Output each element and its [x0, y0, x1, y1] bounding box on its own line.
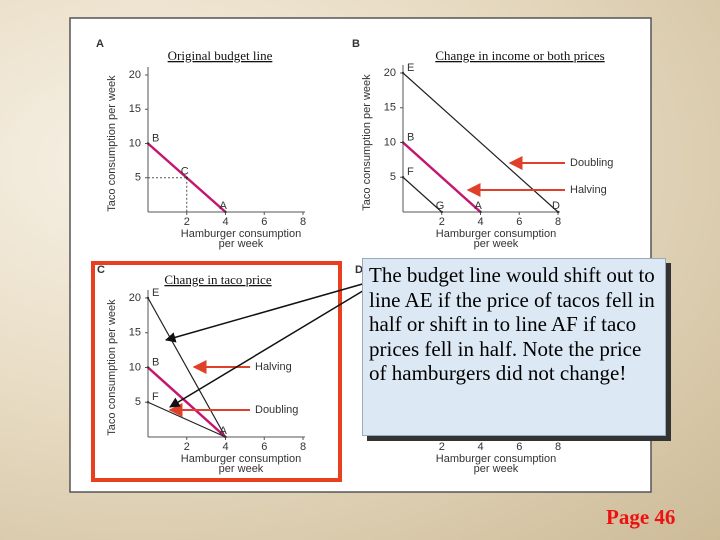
y-tick-label: 5 [390, 171, 396, 183]
point [224, 435, 227, 439]
x-tick-label: 2 [439, 441, 445, 453]
x-axis-label: Hamburger consumption [436, 228, 556, 240]
x-tick-label: 8 [300, 441, 306, 453]
point-label: F [407, 166, 414, 178]
budget-line [147, 297, 227, 438]
annotation: Doubling [255, 404, 298, 416]
budget-line [402, 141, 482, 213]
point-label: C [181, 166, 189, 178]
point [146, 296, 150, 300]
highlight-border [91, 261, 342, 482]
point [440, 210, 443, 214]
y-tick-label: 15 [384, 102, 396, 114]
annotation: Halving [570, 184, 607, 196]
point [401, 71, 405, 75]
budget-line [147, 366, 227, 438]
chart-title: Original budget line [168, 48, 273, 63]
budget-line [147, 401, 226, 438]
panel-letter: C [97, 264, 105, 276]
x-tick-label: 6 [261, 216, 267, 228]
point-label: B [152, 132, 159, 144]
point-label: G [436, 200, 445, 212]
point-label: A [220, 200, 228, 212]
point-label: D [552, 200, 560, 212]
x-axis-label: Hamburger consumption [181, 228, 301, 240]
x-tick-label: 8 [555, 216, 561, 228]
panel-letter: B [352, 38, 360, 50]
x-tick-label: 2 [439, 216, 445, 228]
point [224, 210, 227, 214]
x-tick-label: 6 [261, 441, 267, 453]
annotation: Doubling [570, 157, 613, 169]
point-label: A [220, 425, 228, 437]
callout-arrow [164, 282, 367, 343]
point [401, 176, 405, 179]
callout-arrow [169, 288, 367, 408]
x-tick-label: 2 [184, 216, 190, 228]
y-axis-label: Taco consumption per week [106, 299, 118, 436]
point [146, 366, 150, 369]
x-tick-label: 4 [222, 441, 228, 453]
budget-line [402, 176, 443, 213]
point-label: F [152, 391, 159, 403]
y-tick-label: 10 [129, 137, 141, 149]
x-tick-label: 6 [516, 216, 522, 228]
point-label: A [475, 200, 483, 212]
x-tick-label: 6 [516, 441, 522, 453]
x-tick-label: 2 [184, 441, 190, 453]
x-tick-label: 4 [477, 216, 483, 228]
point [401, 141, 405, 144]
y-tick-label: 5 [135, 172, 141, 184]
point [185, 176, 188, 179]
x-axis-label: per week [474, 238, 519, 250]
x-tick-label: 8 [555, 441, 561, 453]
x-axis-label: Hamburger consumption [181, 453, 301, 465]
x-axis-label: per week [219, 238, 264, 250]
y-tick-label: 15 [129, 327, 141, 339]
x-tick-label: 4 [477, 441, 483, 453]
x-axis-label: Hamburger consumption [436, 453, 556, 465]
point [146, 401, 150, 404]
point-label: B [407, 131, 414, 143]
point-label: E [407, 62, 414, 74]
y-tick-label: 20 [129, 69, 141, 81]
y-tick-label: 20 [384, 67, 396, 79]
y-axis-label: Taco consumption per week [361, 74, 373, 211]
point [146, 142, 150, 145]
point-label: E [152, 287, 159, 299]
x-tick-label: 4 [222, 216, 228, 228]
budget-line [402, 72, 559, 213]
x-tick-label: 8 [300, 216, 306, 228]
panel-letter: D [355, 264, 363, 276]
chart-title: Change in income or both prices [435, 48, 604, 63]
y-tick-label: 20 [129, 292, 141, 304]
point-label: B [152, 356, 159, 368]
point [479, 210, 482, 214]
y-tick-label: 10 [384, 136, 396, 148]
chart-title: Change in taco price [164, 272, 271, 287]
annotation: Halving [255, 361, 292, 373]
panel-letter: A [96, 38, 104, 50]
page-number: Page 46 [606, 505, 676, 529]
point [556, 210, 560, 214]
y-axis-label: Taco consumption per week [106, 75, 118, 212]
x-axis-label: per week [219, 463, 264, 475]
y-tick-label: 10 [129, 361, 141, 373]
y-tick-label: 5 [135, 396, 141, 408]
callout: The budget line would shift out to line … [362, 258, 666, 436]
x-axis-label: per week [474, 463, 519, 475]
y-tick-label: 15 [129, 103, 141, 115]
